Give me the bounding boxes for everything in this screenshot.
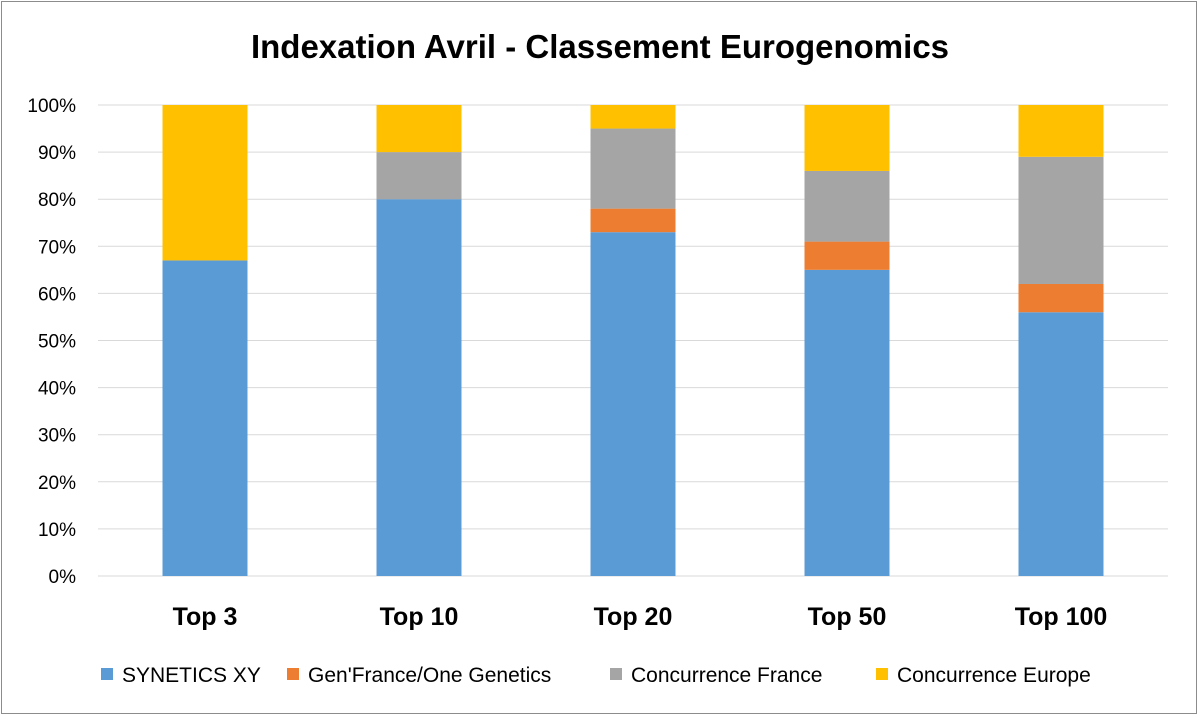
legend-label: SYNETICS XY — [122, 664, 261, 687]
y-tick-label: 40% — [38, 379, 76, 400]
y-tick-label: 70% — [38, 237, 76, 258]
bar-segment — [590, 232, 676, 577]
bar-segment — [804, 241, 890, 270]
x-tick-label: Top 50 — [808, 603, 887, 631]
y-tick-label: 90% — [38, 143, 76, 164]
bar-segment — [162, 260, 248, 576]
bars — [162, 105, 1104, 577]
chart-title: Indexation Avril - Classement Eurogenomi… — [251, 28, 949, 65]
y-tick-label: 50% — [38, 332, 76, 353]
legend-label: Gen'France/One Genetics — [308, 664, 551, 687]
bar-segment — [590, 128, 676, 209]
x-tick-label: Top 10 — [380, 603, 459, 631]
y-axis-ticks: 0% 10% 20% 30% 40% 50% 60% 70% 80% 90% 100% — [27, 96, 76, 588]
bar-segment — [804, 170, 890, 242]
y-tick-label: 100% — [27, 96, 76, 117]
bar-segment — [1018, 105, 1104, 157]
bar-segment — [1018, 156, 1104, 284]
legend-label: Concurrence France — [631, 664, 822, 687]
y-tick-label: 0% — [49, 567, 77, 588]
legend: SYNETICS XY Gen'France/One Genetics Concur… — [101, 664, 1091, 687]
legend-swatch — [101, 668, 113, 680]
x-tick-label: Top 20 — [594, 603, 673, 631]
y-tick-label: 10% — [38, 520, 76, 541]
x-axis-ticks: Top 3 Top 10 Top 20 Top 50 Top 100 — [173, 603, 1108, 631]
y-tick-label: 20% — [38, 473, 76, 494]
legend-swatch — [610, 668, 622, 680]
bar-segment — [804, 105, 890, 171]
bar-segment — [590, 105, 676, 129]
legend-swatch — [876, 668, 888, 680]
bar-segment — [1018, 312, 1104, 576]
bar-segment — [804, 269, 890, 576]
y-tick-label: 60% — [38, 284, 76, 305]
legend-label: Concurrence Europe — [897, 664, 1091, 687]
legend-swatch — [287, 668, 299, 680]
bar-segment — [162, 105, 248, 261]
bar-segment — [590, 208, 676, 233]
x-tick-label: Top 100 — [1015, 603, 1108, 631]
bar-segment — [376, 199, 462, 576]
bar-segment — [376, 105, 462, 153]
bar-segment — [376, 152, 462, 200]
x-tick-label: Top 3 — [173, 603, 238, 631]
y-tick-label: 30% — [38, 426, 76, 447]
bar-segment — [1018, 283, 1104, 313]
y-tick-label: 80% — [38, 190, 76, 211]
